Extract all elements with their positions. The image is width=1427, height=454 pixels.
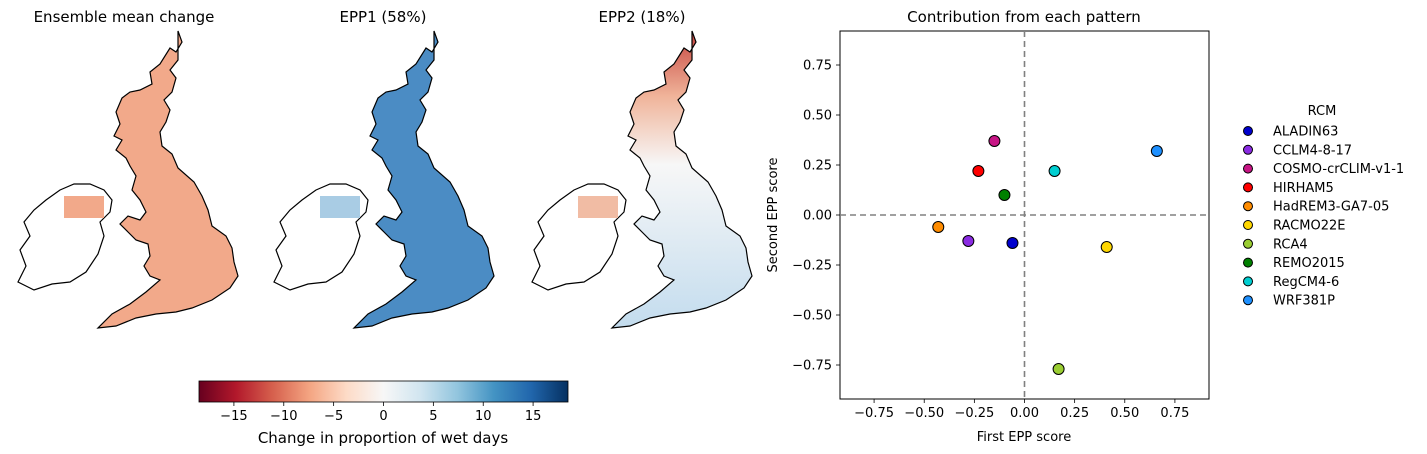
map-northern-ireland-fill: [320, 196, 360, 218]
map-northern-ireland-fill: [64, 196, 104, 218]
point-racmo22e: [1100, 241, 1113, 253]
x-tick-label: 0.50: [1110, 406, 1139, 421]
legend-marker: [1243, 238, 1253, 249]
point-rca4: [1052, 363, 1065, 375]
legend-label: CCLM4-8-17: [1273, 143, 1352, 158]
colorbar-gradient: [198, 380, 569, 403]
map-title: Ensemble mean change: [34, 8, 215, 26]
legend-marker: [1243, 220, 1253, 230]
legend-label: RACMO22E: [1273, 219, 1345, 234]
map-panel-ensemble: Ensemble mean change: [17, 8, 239, 329]
y-tick-label: 0.00: [803, 209, 832, 224]
colorbar-tick-label: 5: [429, 409, 437, 424]
y-tick-label: 0.25: [803, 159, 832, 174]
y-tick-label: 0.50: [803, 109, 832, 124]
legend-marker: [1243, 295, 1253, 306]
legend-label: HadREM3-GA7-05: [1273, 200, 1389, 215]
legend-marker: [1243, 144, 1253, 155]
y-tick-label: −0.50: [792, 309, 832, 324]
colorbar: −15 −10 −5 0 5 10 15 Change in proportion of w…: [198, 380, 569, 447]
point-regcm4-6: [1048, 165, 1061, 177]
map-great-britain: [611, 30, 753, 329]
legend-marker: [1243, 163, 1253, 174]
point-cosmo-crclim-v1-1: [988, 135, 1001, 147]
legend-label: RegCM4-6: [1273, 275, 1339, 290]
point-remo2015: [998, 189, 1011, 201]
legend-marker: [1243, 126, 1253, 136]
y-axis-label: Second EPP score: [766, 158, 781, 273]
point-wrf381p: [1150, 145, 1163, 157]
colorbar-tick-label: −5: [324, 409, 343, 424]
legend-label: REMO2015: [1273, 256, 1345, 271]
colorbar-tick-label: −10: [270, 409, 297, 424]
x-tick-label: 0.25: [1060, 406, 1089, 421]
y-tick-label: 0.75: [803, 59, 832, 74]
scatter-plot: Contribution from each pattern −0.75 −0.5…: [766, 8, 1210, 445]
legend: RCM ALADIN63 CCLM4-8-17 COSMO-crCLIM-v1-1 H…: [1243, 104, 1404, 309]
chart-title: Contribution from each pattern: [907, 8, 1141, 26]
map-panel-epp1: EPP1 (58%): [273, 8, 495, 329]
legend-label: WRF381P: [1273, 294, 1335, 309]
y-tick-label: −0.75: [792, 359, 832, 374]
map-great-britain: [353, 30, 495, 329]
legend-label: RCA4: [1273, 237, 1308, 252]
y-tick-label: −0.25: [792, 259, 832, 274]
point-hadrem3-ga7-05: [932, 221, 945, 233]
x-tick-label: 0.75: [1160, 406, 1189, 421]
legend-label: COSMO-crCLIM-v1-1: [1273, 162, 1404, 177]
map-northern-ireland-fill: [578, 196, 618, 218]
map-panel-epp2: EPP2 (18%): [531, 8, 753, 329]
legend-marker: [1243, 182, 1253, 193]
point-cclm4-8-17: [962, 235, 975, 247]
point-aladin63: [1006, 237, 1019, 249]
x-tick-label: −0.75: [854, 406, 894, 421]
colorbar-tick-label: 10: [475, 409, 492, 424]
legend-marker: [1243, 276, 1253, 287]
x-axis-label: First EPP score: [977, 430, 1071, 445]
colorbar-tick-label: 15: [525, 409, 542, 424]
x-tick-label: −0.50: [904, 406, 944, 421]
map-great-britain: [97, 30, 239, 329]
legend-label: ALADIN63: [1273, 125, 1338, 140]
legend-marker: [1243, 257, 1253, 268]
map-title: EPP2 (18%): [599, 8, 686, 26]
x-tick-label: −0.25: [954, 406, 994, 421]
colorbar-tick-label: 0: [379, 409, 387, 424]
legend-title: RCM: [1308, 104, 1337, 119]
colorbar-label: Change in proportion of wet days: [258, 429, 509, 447]
point-hirham5: [972, 165, 985, 177]
legend-label: HIRHAM5: [1273, 181, 1334, 196]
colorbar-tick-label: −15: [220, 409, 247, 424]
map-title: EPP1 (58%): [340, 8, 427, 26]
legend-marker: [1243, 201, 1253, 212]
x-tick-label: 0.00: [1010, 406, 1039, 421]
